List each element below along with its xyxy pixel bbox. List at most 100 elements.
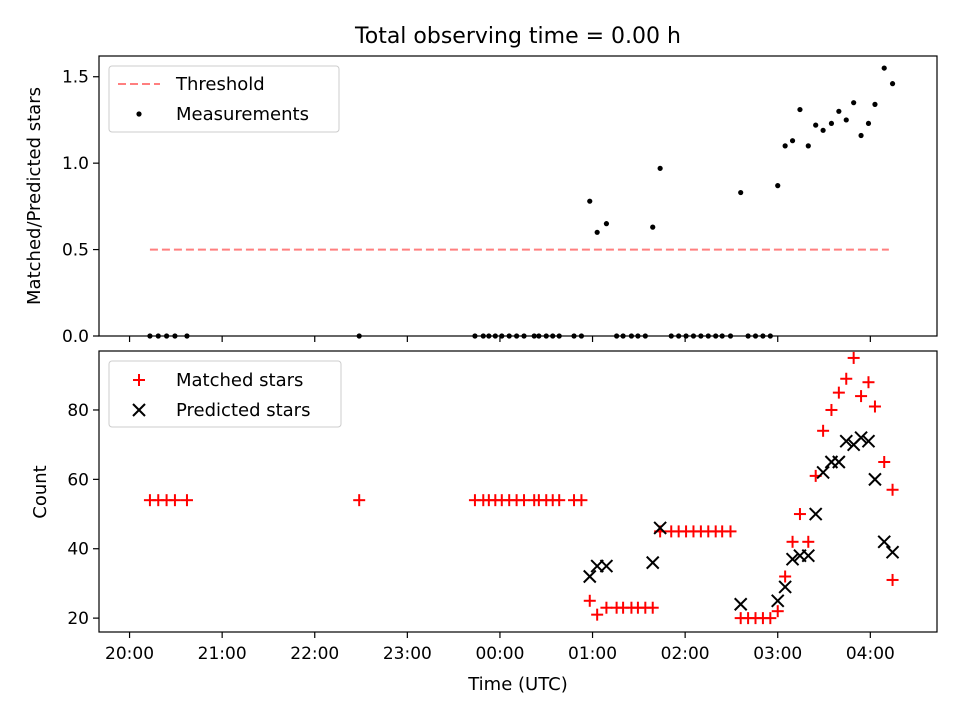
- measurement-point: [642, 333, 648, 339]
- x-axis-label: Time (UTC): [467, 674, 568, 695]
- x-tick-label: 01:00: [568, 644, 617, 664]
- matched-point: [553, 494, 566, 507]
- measurement-point: [865, 120, 872, 127]
- measurement-point: [805, 143, 811, 149]
- predicted-point: [599, 559, 614, 573]
- measurement-point: [843, 117, 849, 123]
- measurement-point: [514, 333, 520, 339]
- measurement-point: [820, 127, 826, 133]
- predicted-legend-label: Predicted stars: [176, 400, 310, 421]
- y-tick-label: 40: [67, 540, 89, 560]
- matched-point: [771, 605, 784, 618]
- matched-point: [817, 424, 830, 437]
- predicted-point: [653, 521, 667, 535]
- matched-point: [353, 494, 366, 507]
- measurement-point: [578, 333, 585, 339]
- predicted-point: [839, 434, 853, 448]
- measurement-point: [683, 333, 689, 339]
- predicted-legend-swatch: [132, 403, 146, 417]
- matched-point: [847, 351, 860, 364]
- predicted-point: [733, 597, 748, 611]
- bottom-y-ticks: 20 40 60 80: [67, 401, 99, 629]
- measurement-point: [719, 333, 725, 339]
- measurement-point: [767, 333, 773, 339]
- matched-point: [886, 483, 899, 496]
- predicted-point: [861, 434, 876, 448]
- matched-point: [180, 494, 193, 507]
- matched-point: [779, 570, 792, 583]
- matched-point: [868, 400, 881, 413]
- measurement-point: [889, 81, 896, 87]
- measurement-point: [556, 333, 562, 339]
- matched-point: [862, 376, 875, 389]
- y-tick-label: 1.0: [62, 154, 89, 174]
- measurement-point: [356, 333, 362, 339]
- matched-point: [840, 372, 853, 385]
- matched-point: [786, 535, 799, 548]
- measurement-point: [499, 333, 505, 339]
- y-tick-label: 80: [67, 401, 89, 421]
- predicted-point: [868, 472, 882, 487]
- measurement-point: [480, 333, 486, 339]
- measurement-point: [752, 333, 759, 339]
- predicted-point: [771, 594, 785, 608]
- predicted-point: [816, 465, 830, 480]
- matched-point: [878, 456, 891, 469]
- x-tick-label: 23:00: [383, 644, 432, 664]
- measurement-point: [797, 106, 803, 113]
- y-tick-label: 20: [67, 609, 89, 629]
- x-tick-label: 02:00: [661, 644, 710, 664]
- measurement-point: [571, 333, 577, 339]
- predicted-point: [778, 580, 792, 594]
- measurement-point: [184, 333, 190, 339]
- top-y-axis-label: Matched/Predicted stars: [24, 87, 45, 305]
- measurement-point: [760, 333, 766, 339]
- measurement-point: [851, 100, 857, 106]
- measurement-point: [614, 333, 620, 339]
- predicted-point: [854, 431, 868, 445]
- measurement-point: [872, 101, 878, 107]
- measurement-point: [858, 132, 864, 139]
- measurement-point: [172, 333, 178, 339]
- matched-point: [855, 390, 868, 403]
- measurement-point: [698, 333, 704, 339]
- top-legend: Threshold Measurements: [108, 65, 340, 133]
- matched-point: [518, 494, 531, 507]
- measurement-point: [472, 333, 478, 339]
- x-tick-label: 03:00: [753, 644, 802, 664]
- x-tick-label: 00:00: [475, 644, 524, 664]
- measurement-point: [628, 333, 635, 339]
- y-tick-label: 60: [67, 470, 89, 490]
- measurement-point: [668, 333, 674, 339]
- matched-point: [646, 601, 659, 614]
- matched-point: [591, 608, 604, 621]
- measurements-legend-label: Measurements: [176, 104, 309, 125]
- predicted-point: [646, 555, 660, 570]
- measurement-point: [705, 333, 711, 339]
- measurement-point: [775, 183, 781, 189]
- measurement-point: [657, 165, 663, 171]
- y-tick-label: 0.5: [62, 241, 89, 261]
- bottom-panel: 20 40 60 80 20:00 21:00 22:00 23:00 00:00 01:00 0…: [30, 350, 938, 695]
- bottom-marks: [143, 351, 900, 625]
- measurement-point: [492, 333, 498, 339]
- matched-legend-label: Matched stars: [176, 370, 303, 391]
- measurement-point: [881, 65, 887, 71]
- matched-point: [724, 525, 737, 538]
- measurement-point: [506, 333, 512, 339]
- y-tick-label: 1.5: [62, 68, 89, 88]
- measurement-point: [635, 333, 641, 339]
- matched-point: [793, 508, 806, 521]
- measurement-point: [789, 138, 796, 144]
- measurement-point: [650, 224, 656, 230]
- measurement-point: [813, 122, 819, 128]
- predicted-point: [885, 545, 900, 559]
- measurement-point: [550, 333, 556, 339]
- bottom-x-ticks: 20:00 21:00 22:00 23:00 00:00 01:00 02:00 03:00…: [105, 632, 895, 664]
- measurement-point: [531, 333, 537, 339]
- top-legend-frame: [108, 65, 340, 133]
- matched-point: [886, 573, 899, 586]
- x-tick-label: 21:00: [198, 644, 247, 664]
- measurement-point: [594, 229, 600, 235]
